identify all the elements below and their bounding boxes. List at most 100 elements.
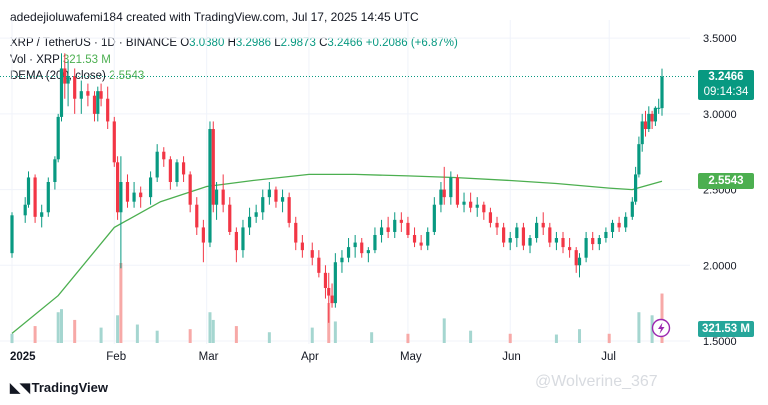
candle-body	[653, 107, 658, 122]
volume-label: Vol · XRP	[10, 54, 60, 66]
candle-body	[577, 257, 582, 266]
candle-body	[597, 238, 601, 245]
candle-body	[515, 227, 519, 239]
candle-body	[554, 238, 559, 243]
tv-logo-text: TradingView	[31, 380, 108, 395]
candle-body	[442, 189, 446, 198]
volume-bar	[73, 319, 77, 343]
candle-body	[541, 222, 545, 228]
flash-icon[interactable]	[651, 318, 671, 338]
candle-body	[112, 121, 116, 163]
candle-body	[23, 204, 27, 216]
volume-bar	[116, 315, 120, 343]
volume-legend[interactable]: Vol · XRP 321.53 M	[10, 54, 111, 66]
candle-body	[168, 159, 172, 182]
candle-body	[488, 212, 493, 223]
candle-body	[267, 189, 271, 198]
candle-body	[287, 197, 291, 223]
candle-body	[455, 177, 460, 205]
x-tick-label: Apr	[301, 351, 319, 363]
candle-body	[535, 222, 539, 239]
x-tick-label: Mar	[199, 351, 219, 363]
dema-label: DEMA (200, close)	[10, 70, 106, 82]
tradingview-logo[interactable]: ◣◥ TradingView	[10, 380, 108, 396]
candle-body	[317, 257, 321, 273]
volume-bar	[119, 263, 123, 343]
candle-body	[353, 242, 357, 248]
volume-bar	[135, 324, 139, 343]
volume-bar	[370, 332, 374, 343]
volume-bar	[10, 333, 14, 343]
volume-bar	[327, 303, 331, 343]
volume-value: 321.53 M	[62, 54, 111, 66]
candle-body	[148, 177, 153, 198]
candle-body	[310, 250, 314, 258]
candle-body	[188, 174, 192, 205]
candle-body	[406, 222, 410, 235]
ohlc-legend: XRP / TetherUS · 1D · BINANCE O3.0380 H3…	[10, 37, 458, 49]
volume-bar	[554, 334, 558, 343]
candle-body	[53, 159, 57, 182]
candle-body	[548, 227, 552, 243]
candle-body	[346, 247, 351, 258]
candle-body	[46, 182, 50, 213]
candle-body	[99, 91, 103, 99]
candle-body	[181, 162, 186, 175]
y-tick-label: 3.5000	[703, 33, 737, 45]
volume-bar	[607, 333, 611, 343]
candle-body	[495, 222, 499, 228]
candle-body	[300, 242, 304, 251]
candle-body	[175, 162, 179, 182]
dema-price-tag: 2.5543	[698, 173, 754, 190]
x-tick-label: Jun	[502, 351, 521, 363]
candle-body	[660, 76, 664, 109]
candle-body	[63, 68, 67, 84]
candle-body	[650, 113, 654, 122]
candle-body	[10, 215, 14, 254]
candle-body	[637, 144, 641, 175]
candle-body	[462, 201, 466, 205]
volume-bar	[310, 327, 314, 343]
volume-bar	[59, 309, 63, 343]
x-tick-label: May	[400, 351, 422, 363]
candle-body	[624, 216, 628, 228]
symbol-label[interactable]: XRP / TetherUS · 1D · BINANCE	[10, 37, 178, 49]
candle-body	[214, 189, 219, 205]
candle-body	[323, 272, 328, 288]
candle-body	[274, 189, 278, 202]
volume-bar	[660, 293, 664, 343]
candle-body	[449, 177, 453, 198]
candle-body	[79, 91, 83, 99]
candle-body	[584, 238, 588, 258]
close-label: C	[319, 37, 328, 49]
candle-body	[640, 121, 644, 145]
candle-body	[59, 68, 64, 117]
candle-body	[280, 197, 285, 202]
candle-body	[162, 151, 166, 160]
candle-body	[379, 227, 384, 235]
volume-bar	[33, 326, 37, 343]
volume-bar	[211, 319, 215, 343]
volume-bar	[578, 329, 582, 343]
candle-body	[155, 151, 159, 178]
candle-body	[247, 216, 252, 228]
high-label: H	[227, 37, 236, 49]
volume-bar	[234, 326, 238, 343]
high-value: 3.2986	[235, 37, 272, 49]
volume-bar	[469, 330, 473, 343]
dema-legend[interactable]: DEMA (200, close) 2.5543	[10, 70, 144, 82]
candle-body	[33, 177, 37, 217]
candle-body	[360, 242, 364, 254]
volume-bar	[155, 330, 159, 343]
candle-body	[294, 222, 298, 243]
candle-body	[412, 234, 417, 243]
candle-body	[327, 287, 331, 296]
candle-body	[201, 227, 205, 243]
candle-body	[574, 250, 578, 266]
volume-bar	[56, 312, 60, 343]
candle-body	[617, 222, 621, 228]
candle-body	[561, 238, 565, 248]
volume-bar	[267, 332, 271, 343]
candle-body	[528, 238, 532, 246]
